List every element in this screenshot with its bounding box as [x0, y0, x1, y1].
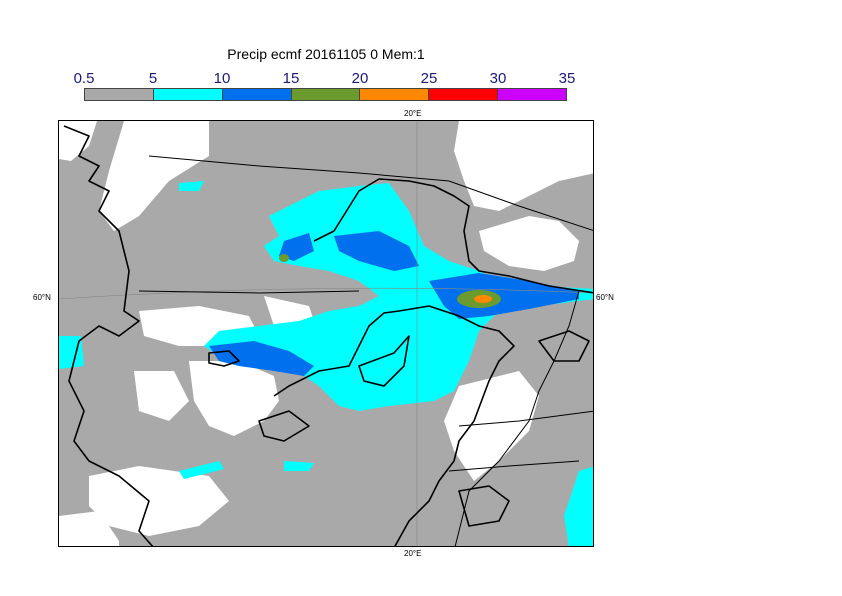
- legend-swatch: [498, 89, 567, 100]
- border-line: [148, 155, 593, 231]
- legend-label: 30: [489, 70, 507, 87]
- parallel-line: [59, 287, 593, 300]
- border-line: [458, 410, 593, 427]
- coastline: [313, 178, 593, 294]
- border-line: [454, 290, 580, 546]
- legend-label: 35: [558, 70, 576, 87]
- no-precip-area: [454, 121, 593, 211]
- no-precip-area: [479, 216, 579, 271]
- coastline: [358, 335, 410, 387]
- precip-region: [179, 461, 224, 479]
- bottom-longitude-label: 20°E: [404, 549, 422, 558]
- precip-20-25: [474, 295, 492, 303]
- no-precip-area: [189, 361, 279, 436]
- legend-swatch: [291, 89, 361, 100]
- border-line: [138, 290, 360, 294]
- legend-swatch: [153, 89, 223, 100]
- coastline: [258, 410, 310, 442]
- borders: [138, 155, 593, 546]
- precip-region: [284, 461, 314, 471]
- precip-region: [334, 231, 419, 271]
- precip-region: [279, 254, 289, 262]
- no-precip-area: [134, 371, 189, 421]
- legend-swatch: [429, 89, 499, 100]
- no-precip-area: [59, 511, 119, 546]
- legend-label: 5: [148, 70, 158, 87]
- coastline: [63, 125, 154, 546]
- color-legend-bar: [84, 88, 567, 101]
- legend-label: 20: [351, 70, 369, 87]
- precip-region: [474, 295, 492, 303]
- no-precip-area: [59, 121, 97, 161]
- precip-region: [209, 341, 314, 376]
- coastlines: [63, 125, 593, 546]
- precip-region: [179, 181, 204, 191]
- legend-swatch: [85, 89, 154, 100]
- legend-label: 25: [420, 70, 438, 87]
- no-precip-area: [444, 371, 539, 481]
- legend-label: 10: [213, 70, 231, 87]
- right-latitude-label: 60°N: [596, 293, 614, 302]
- coastline: [538, 330, 590, 362]
- no-precip-area: [89, 466, 229, 536]
- coastline: [208, 350, 240, 367]
- graticule: [59, 121, 593, 546]
- legend-swatch: [222, 89, 292, 100]
- chart-title: Precip ecmf 20161105 0 Mem:1: [227, 46, 425, 62]
- coastline: [273, 305, 515, 546]
- coastline: [458, 485, 510, 527]
- legend-label: 15: [282, 70, 300, 87]
- border-line: [448, 460, 580, 472]
- map-canvas: [59, 121, 593, 546]
- precip-region: [564, 466, 593, 546]
- legend-labels: 0.5 5 10 15 20 25 30 35: [0, 70, 842, 88]
- no-precip-area: [99, 121, 209, 231]
- precip-region: [279, 233, 314, 261]
- legend-swatch: [360, 89, 430, 100]
- top-longitude-label: 20°E: [404, 109, 422, 118]
- legend-label: 0.5: [73, 70, 95, 87]
- left-latitude-label: 60°N: [33, 293, 51, 302]
- precipitation-map: [58, 120, 594, 547]
